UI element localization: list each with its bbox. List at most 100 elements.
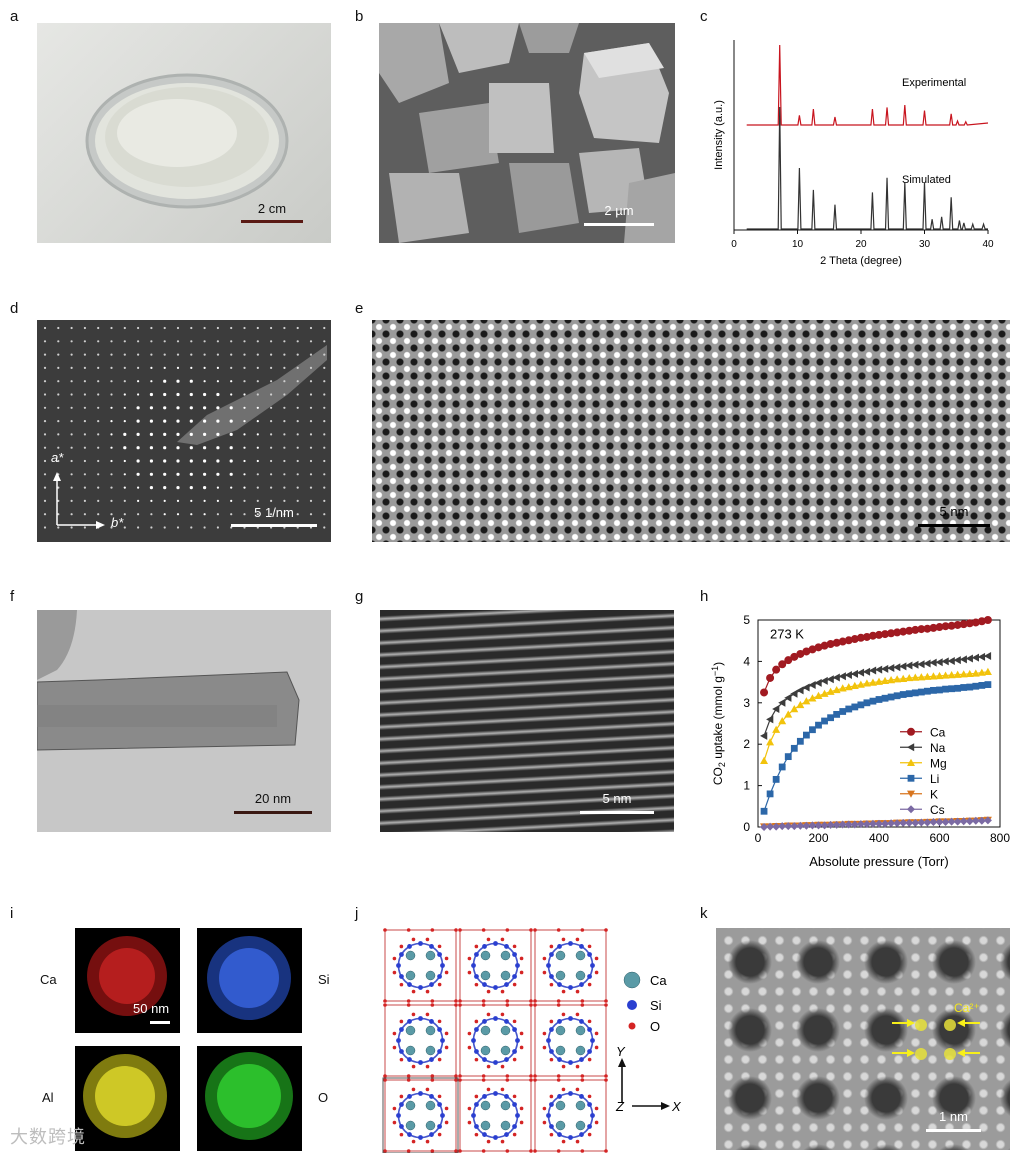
o-atom: [383, 1078, 387, 1082]
si-atom: [512, 1124, 517, 1129]
diffraction-spot: [110, 353, 113, 356]
o-atom: [575, 1012, 580, 1017]
diffraction-spot: [243, 473, 246, 476]
diffraction-spot: [216, 366, 219, 369]
diffraction-spot: [216, 472, 220, 476]
o-atom: [519, 1120, 524, 1125]
si-atom: [568, 985, 573, 990]
si-atom: [482, 944, 487, 949]
si-atom: [579, 1094, 584, 1099]
si-atom: [429, 1057, 434, 1062]
ca-atom: [555, 1045, 566, 1056]
data-point: [917, 660, 925, 669]
diffraction-spot: [296, 420, 299, 423]
data-point: [911, 818, 920, 827]
y-axis-title: CO2 uptake (mmol g−1): [710, 662, 727, 785]
diffraction-spot: [256, 326, 259, 330]
co2-uptake-chart: 0 200 400 600 800 0 1 2 3 4 5 Absolute pressure (To…: [710, 613, 1010, 869]
diffraction-spot: [190, 340, 193, 343]
o-atom: [411, 937, 416, 942]
si-atom: [504, 1132, 509, 1137]
diffraction-spot: [176, 446, 180, 450]
o-atom: [594, 956, 599, 961]
o-atom: [549, 1019, 554, 1024]
data-point: [844, 671, 852, 680]
panel-label-b: b: [355, 8, 364, 25]
diffraction-spot: [203, 353, 206, 356]
diffraction-spot: [150, 326, 153, 330]
si-atom: [474, 974, 479, 979]
diffraction-spot: [110, 446, 113, 449]
si-atom: [504, 1094, 509, 1099]
diffraction-spot: [137, 526, 140, 529]
si-atom: [512, 1027, 517, 1032]
si-atom: [557, 1094, 562, 1099]
scale-label-d: 5 1/nm: [254, 505, 294, 520]
o-atom: [430, 928, 435, 932]
cage-frame: [534, 1079, 607, 1152]
ca-atom: [405, 1045, 416, 1056]
o-atom: [486, 1012, 491, 1017]
x-tick-label: 30: [919, 239, 931, 250]
si-atom: [429, 944, 434, 949]
data-point: [784, 822, 793, 831]
o-atom: [481, 1149, 486, 1153]
o-atom: [467, 1031, 472, 1036]
o-atom: [529, 1003, 533, 1007]
eds-label-o: O: [318, 1090, 329, 1105]
o-atom: [542, 956, 547, 961]
si-atom: [407, 1132, 412, 1137]
data-point: [947, 817, 956, 826]
diffraction-spot: [110, 406, 113, 409]
diffraction-spot: [270, 499, 273, 502]
o-atom: [406, 928, 411, 932]
cage-ring: [472, 1092, 519, 1139]
data-point: [935, 818, 944, 827]
data-point: [923, 818, 932, 827]
si-atom: [568, 941, 573, 946]
o-atom: [542, 1120, 547, 1125]
diffraction-spot: [137, 340, 140, 343]
si-atom: [515, 1113, 520, 1118]
data-point: [838, 820, 847, 829]
si-atom: [440, 963, 445, 968]
scale-label-a: 2 cm: [257, 201, 287, 216]
diffraction-spot: [57, 526, 60, 529]
o-atom: [399, 1094, 404, 1099]
o-atom: [604, 1003, 608, 1007]
diffraction-spot: [137, 499, 140, 502]
data-point: [929, 672, 938, 680]
si-atom: [493, 985, 498, 990]
si-atom: [399, 1027, 404, 1032]
data-point: [826, 820, 835, 829]
diffraction-spot: [43, 353, 47, 356]
si-atom: [546, 1113, 551, 1118]
diffraction-spot: [256, 353, 259, 356]
data-point: [850, 635, 859, 644]
o-atom: [406, 1149, 411, 1153]
data-point: [977, 617, 986, 626]
diffraction-spot: [97, 513, 100, 516]
nanorod-illustration: [37, 610, 300, 751]
o-atom: [399, 944, 404, 949]
o-atom: [430, 1078, 435, 1082]
si-atom: [407, 1094, 412, 1099]
diffraction-spot: [190, 366, 193, 369]
o-atom: [383, 999, 387, 1003]
cage-frame: [384, 929, 457, 1002]
data-point: [959, 620, 968, 629]
diffraction-spot: [43, 420, 47, 423]
unit-cage: [383, 1003, 458, 1078]
diffraction-spot: [149, 392, 153, 397]
diffraction-spot: [216, 380, 219, 383]
diffraction-spot: [296, 393, 299, 396]
cage-frame: [534, 1004, 607, 1077]
ca-atom: [425, 1025, 436, 1036]
diffraction-spot: [110, 380, 113, 383]
diffraction-spot: [323, 326, 326, 330]
si-atom: [512, 1102, 517, 1107]
o-atom: [542, 970, 547, 975]
o-atom: [575, 1139, 580, 1144]
data-point: [803, 731, 810, 739]
scale-bar-f: [234, 811, 312, 814]
